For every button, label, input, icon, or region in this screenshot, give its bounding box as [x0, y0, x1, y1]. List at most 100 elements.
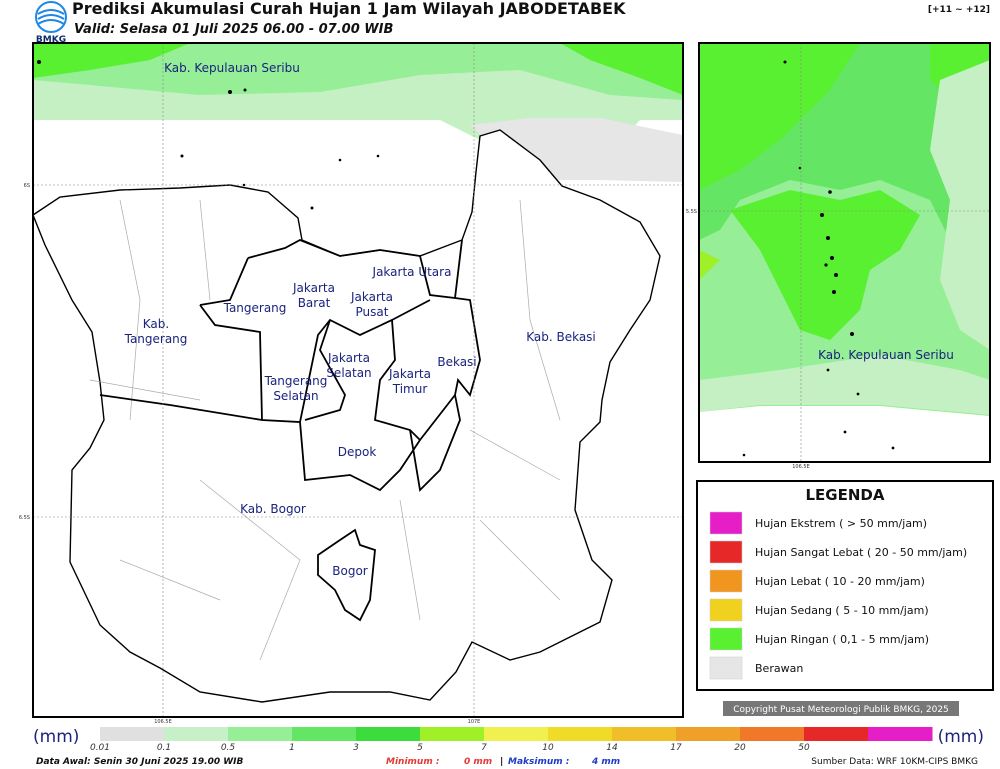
colorbar-segment	[868, 727, 933, 741]
copyright: Copyright Pusat Meteorologi Publik BMKG,…	[733, 705, 949, 715]
region-labels: Kab. Kepulauan Seribu Jakarta Utara Jakart…	[124, 61, 596, 578]
legend-swatch	[709, 540, 743, 564]
colorbar-segment	[292, 727, 357, 741]
legend-box	[696, 480, 994, 691]
colorbar-label: 14	[606, 743, 618, 753]
colorbar-label: 20	[734, 743, 746, 753]
logo-circle	[35, 1, 67, 33]
colorbar-segment	[804, 727, 869, 741]
region-label-line: Kab. Bekasi	[526, 330, 596, 344]
legend-label: Berawan	[755, 662, 803, 675]
region-label: Tangerang Selatan	[264, 374, 328, 403]
region-label-line: Jakarta	[292, 281, 335, 295]
logo-text: BMKG	[36, 35, 66, 45]
admin-boundaries	[99, 239, 481, 492]
legend-label: Hujan Sedang ( 5 - 10 mm/jam)	[755, 604, 929, 617]
main-map: 6S 6.5S 106.5E 107E Kab. Kepulauan Serib…	[19, 42, 684, 725]
region-label: Jakarta Pusat	[350, 290, 393, 319]
legend-title: LEGENDA	[806, 486, 885, 504]
colorbar-segment	[740, 727, 805, 741]
colorbar-segment	[484, 727, 549, 741]
inset-label: Kab. Kepulauan Seribu	[818, 348, 954, 362]
region-label-line: Jakarta	[327, 351, 370, 365]
region-label-line: Jakarta	[388, 367, 431, 381]
legend-swatch	[709, 598, 743, 622]
max-value: 4 mm	[591, 757, 620, 767]
region-label-line: Barat	[298, 296, 331, 310]
copyright-bg	[723, 701, 959, 716]
footer: Data Awal: Senin 30 Juni 2025 19.00 WIB …	[36, 757, 978, 767]
region-label: Kab. Tangerang	[124, 317, 188, 346]
region-label-line: Pusat	[356, 305, 389, 319]
logo-waves	[37, 9, 65, 25]
region-label-line: Depok	[338, 445, 377, 459]
separator: |	[500, 757, 503, 767]
legend-swatch	[709, 569, 743, 593]
lat-label: 6.5S	[19, 515, 30, 521]
colorbar: (mm) (mm) 0.01 0.1 0.5 1 3 5 7 10 14 17 20 50	[33, 727, 984, 753]
rain-pale-south	[699, 355, 990, 415]
colorbar-label: 3	[353, 743, 359, 753]
map-frame	[32, 42, 684, 718]
title: Prediksi Akumulasi Curah Hujan 1 Jam Wil…	[72, 0, 626, 18]
colorbar-segment	[676, 727, 741, 741]
colorbar-segment	[548, 727, 613, 741]
colorbar-label: 1	[289, 743, 295, 753]
inset-frame	[698, 42, 991, 463]
max-label: Maksimum :	[508, 757, 569, 767]
region-label: Tangerang	[223, 301, 287, 315]
region-label: Jakarta Timur	[388, 367, 431, 396]
region-label: Jakarta Barat	[292, 281, 335, 310]
legend-swatch	[709, 627, 743, 651]
data-awal: Data Awal: Senin 30 Juni 2025 19.00 WIB	[36, 757, 244, 767]
region-label: Jakarta Selatan	[326, 351, 371, 380]
region-label: Bekasi	[437, 355, 476, 369]
lon-label: 107E	[468, 719, 481, 725]
region-label: Kab. Kepulauan Seribu	[164, 61, 300, 75]
lat-label: 5.5S	[686, 209, 697, 215]
region-label: Kab. Bogor	[240, 502, 306, 516]
colorbar-label: 7	[481, 743, 487, 753]
rain-green	[699, 43, 990, 190]
colorbar-segment	[228, 727, 293, 741]
district-lines	[89, 199, 561, 661]
legend-swatch	[709, 656, 743, 680]
rain-light	[33, 43, 683, 100]
inset-clear	[699, 406, 990, 462]
region-label-line: Timur	[392, 382, 428, 396]
region-label: Bogor	[332, 564, 368, 578]
legend: LEGENDA Hujan Ekstrem ( > 50 mm/jam) Huja…	[696, 480, 994, 691]
lat-label: 6S	[24, 183, 30, 189]
islands	[37, 60, 380, 210]
lon-label: 106.5E	[792, 464, 809, 470]
colorbar-label: 50	[798, 743, 810, 753]
region-label-line: Jakarta Utara	[372, 265, 452, 279]
unit-left: (mm)	[33, 727, 79, 747]
colorbar-segment	[164, 727, 229, 741]
region-label-line: Bogor	[332, 564, 368, 578]
colorbar-label: 5	[417, 743, 423, 753]
rain-pale	[930, 60, 990, 350]
colorbar-segment	[356, 727, 421, 741]
colorbar-segment	[420, 727, 485, 741]
colorbar-label: 0.1	[157, 743, 171, 753]
colorbar-label: 10	[542, 743, 554, 753]
region-label-line: Selatan	[273, 389, 318, 403]
region-label-line: Jakarta	[350, 290, 393, 304]
region-label-line: Tangerang	[124, 332, 188, 346]
legend-label: Hujan Ringan ( 0,1 - 5 mm/jam)	[755, 633, 929, 646]
region-label-line: Tangerang	[264, 374, 328, 388]
legend-swatch	[709, 511, 743, 535]
colorbar-label: 0.5	[221, 743, 236, 753]
rain-lime	[699, 250, 720, 280]
region-label-line: Tangerang	[223, 301, 287, 315]
legend-label: Hujan Ekstrem ( > 50 mm/jam)	[755, 517, 927, 530]
inset-islands	[742, 60, 895, 457]
subtitle: Valid: Selasa 01 Juli 2025 06.00 - 07.00…	[74, 22, 393, 37]
min-value: 0 mm	[464, 757, 492, 767]
region-label: Kab. Bekasi	[526, 330, 596, 344]
lon-label: 106.5E	[154, 719, 171, 725]
rain-green	[33, 43, 683, 95]
region-label-line: Selatan	[326, 366, 371, 380]
